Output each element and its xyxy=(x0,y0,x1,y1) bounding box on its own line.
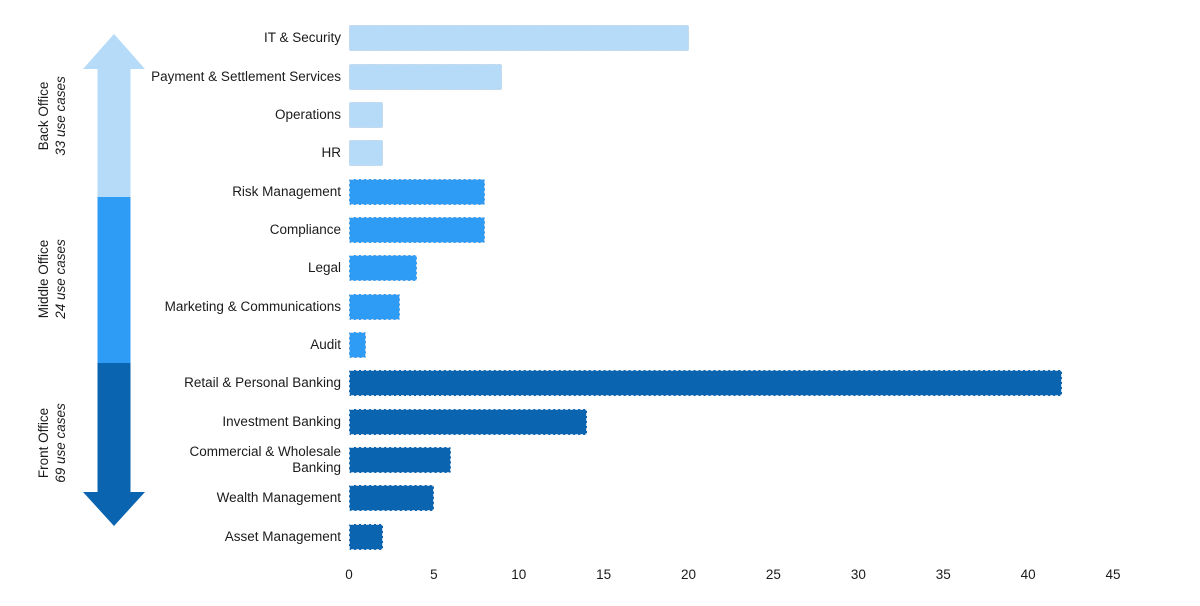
bar xyxy=(349,485,434,512)
bar-label: Wealth Management xyxy=(0,490,349,506)
x-axis-tick-label: 5 xyxy=(430,567,438,582)
bar xyxy=(349,370,1063,397)
arrow-back-office-segment xyxy=(97,68,131,197)
bar-label: Compliance xyxy=(0,222,349,238)
bar-label: IT & Security xyxy=(0,30,349,46)
bar xyxy=(349,408,587,435)
bar-label: Risk Management xyxy=(0,184,349,200)
chart-row: Retail & Personal Banking xyxy=(0,364,1113,402)
x-axis-tick-label: 15 xyxy=(596,567,612,582)
bar-track xyxy=(349,485,1113,512)
chart-row: Marketing & Communications xyxy=(0,287,1113,325)
bar-track xyxy=(349,523,1113,550)
bar-label: Marketing & Communications xyxy=(0,299,349,315)
bar-label-text: Commercial & Wholesale Banking xyxy=(189,443,341,475)
bar-label-text: Legal xyxy=(307,260,341,276)
bar xyxy=(349,140,383,167)
x-axis-tick-label: 45 xyxy=(1105,567,1121,582)
bar xyxy=(349,178,485,205)
bar-label-text: Retail & Personal Banking xyxy=(184,375,341,391)
bar xyxy=(349,25,689,52)
bar-label-text: Marketing & Communications xyxy=(164,298,341,314)
bar xyxy=(349,101,383,128)
bar-label: Legal xyxy=(0,260,349,276)
bar-label: Commercial & Wholesale Banking xyxy=(0,444,349,476)
x-axis-tick-label: 40 xyxy=(1020,567,1036,582)
bar-track xyxy=(349,331,1113,358)
bar xyxy=(349,63,502,90)
chart-row: Operations xyxy=(0,96,1113,134)
bar-label: Operations xyxy=(0,107,349,123)
bar xyxy=(349,523,383,550)
chart-row: Wealth Management xyxy=(0,479,1113,517)
bar-label-text: Asset Management xyxy=(224,528,341,544)
bar-label-text: Audit xyxy=(310,336,341,352)
bar-label-text: Risk Management xyxy=(232,183,341,199)
bar-track xyxy=(349,63,1113,90)
chart-row: Asset Management xyxy=(0,517,1113,555)
bar-track xyxy=(349,293,1113,320)
x-axis-tick-label: 20 xyxy=(681,567,697,582)
x-axis-tick-label: 30 xyxy=(850,567,866,582)
chart-row: IT & Security xyxy=(0,19,1113,57)
bar-label: Investment Banking xyxy=(0,414,349,430)
x-axis-tick-label: 0 xyxy=(345,567,353,582)
bar-label-text: Investment Banking xyxy=(222,413,341,429)
bar-label-text: Operations xyxy=(274,106,341,122)
bar-label: Payment & Settlement Services xyxy=(0,69,349,85)
office-span-arrow xyxy=(83,34,145,526)
arrow-up-head-icon xyxy=(83,34,145,69)
bar-track xyxy=(349,178,1113,205)
bar-track xyxy=(349,370,1113,397)
bar-track xyxy=(349,216,1113,243)
chart-row: Investment Banking xyxy=(0,402,1113,440)
arrow-down-head-icon xyxy=(83,492,145,526)
chart-row: Audit xyxy=(0,326,1113,364)
bar-label: Retail & Personal Banking xyxy=(0,375,349,391)
bar-track xyxy=(349,101,1113,128)
bar-label-text: IT & Security xyxy=(263,30,341,46)
bar-label-text: Payment & Settlement Services xyxy=(151,68,341,84)
bar-track xyxy=(349,446,1113,473)
bar xyxy=(349,293,400,320)
bar-rows: IT & Security Payment & Settlement Servic… xyxy=(0,19,1113,556)
arrow-front-office-segment xyxy=(97,363,131,493)
bar-track xyxy=(349,255,1113,282)
bar-track xyxy=(349,140,1113,167)
bar-label-text: Compliance xyxy=(269,221,341,237)
bar-track xyxy=(349,25,1113,52)
bar-label: Audit xyxy=(0,337,349,353)
chart-row: Compliance xyxy=(0,211,1113,249)
chart-row: Risk Management xyxy=(0,172,1113,210)
x-axis-tick-label: 10 xyxy=(511,567,527,582)
x-axis-tick-label: 25 xyxy=(765,567,781,582)
bar-label-text: HR xyxy=(321,145,342,161)
chart-row: Commercial & Wholesale Banking xyxy=(0,441,1113,479)
bar-label-text: Wealth Management xyxy=(216,490,341,506)
bar xyxy=(349,446,451,473)
bar xyxy=(349,216,485,243)
arrow-middle-office-segment xyxy=(97,197,131,363)
bar-label: Asset Management xyxy=(0,529,349,545)
chart-row: Payment & Settlement Services xyxy=(0,57,1113,95)
chart-row: Legal xyxy=(0,249,1113,287)
bar-label: HR xyxy=(0,145,349,161)
bar xyxy=(349,255,417,282)
bar xyxy=(349,331,366,358)
chart-row: HR xyxy=(0,134,1113,172)
x-axis-tick-label: 35 xyxy=(935,567,951,582)
bar-track xyxy=(349,408,1113,435)
